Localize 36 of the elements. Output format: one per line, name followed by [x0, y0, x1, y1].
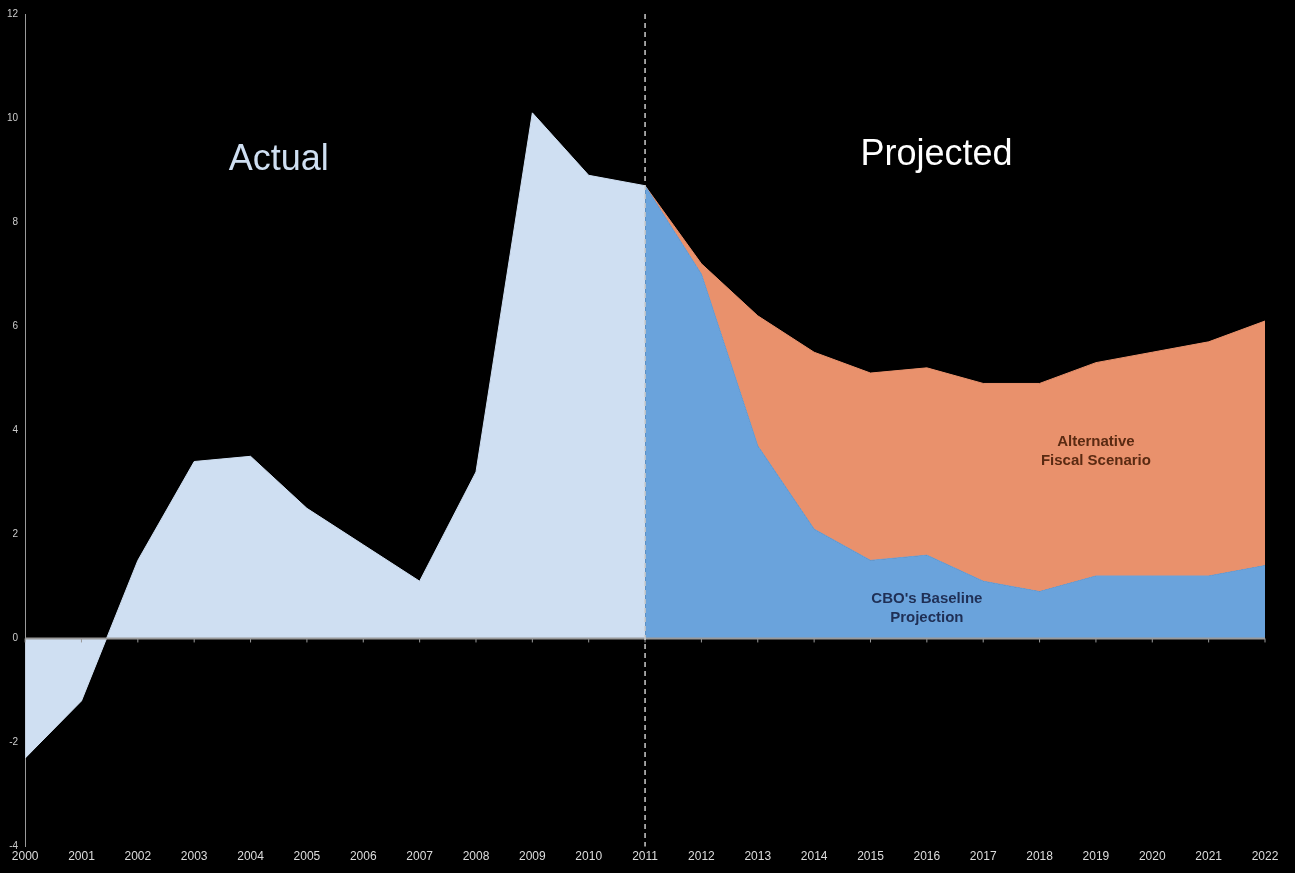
x-tick-label: 2011 [632, 849, 659, 864]
x-tick-label: 2000 [11, 849, 39, 864]
x-tick-label: 2004 [237, 849, 265, 864]
x-tick-label: 2006 [349, 849, 377, 864]
x-tick-label: 2012 [688, 849, 716, 864]
x-tick-label: 2005 [293, 849, 321, 864]
y-tick-label: -4 [9, 840, 19, 852]
x-tick-label: 2015 [857, 849, 885, 864]
x-tick-label: 2009 [518, 849, 547, 864]
x-tick-label: 2008 [462, 849, 490, 864]
x-tick-label: 2014 [800, 849, 828, 864]
x-tick-label: 2016 [913, 849, 941, 864]
x-tick-label: 2001 [68, 849, 96, 864]
y-tick-label: 10 [7, 111, 19, 123]
y-tick-label: 2 [12, 528, 19, 540]
series-label: CBO's Baseline Projection [871, 588, 983, 626]
y-tick-label: 8 [12, 215, 19, 227]
x-tick-label: 2022 [1251, 849, 1279, 864]
x-tick-label: 2017 [969, 849, 997, 864]
text: Actual [228, 136, 329, 178]
x-tick-label: 2021 [1195, 849, 1223, 864]
y-tick-label: 0 [12, 632, 19, 644]
x-tick-label: 2018 [1026, 849, 1054, 864]
x-tick-label: 2007 [406, 849, 434, 864]
series-label: Alternative Fiscal Scenario [1040, 431, 1151, 469]
x-tick-label: 2003 [180, 849, 208, 864]
x-tick-label: 2019 [1082, 849, 1110, 864]
y-tick-label: -2 [9, 736, 19, 748]
y-tick-label: 4 [12, 424, 19, 436]
x-tick-label: 2002 [124, 849, 152, 864]
y-tick-label: 12 [7, 7, 19, 19]
x-tick-label: 2010 [575, 849, 603, 864]
annotation: Projected [860, 132, 1013, 174]
x-tick-label: 2013 [744, 849, 772, 864]
y-tick-label: 6 [12, 319, 19, 331]
x-tick-label: 2020 [1138, 849, 1166, 864]
